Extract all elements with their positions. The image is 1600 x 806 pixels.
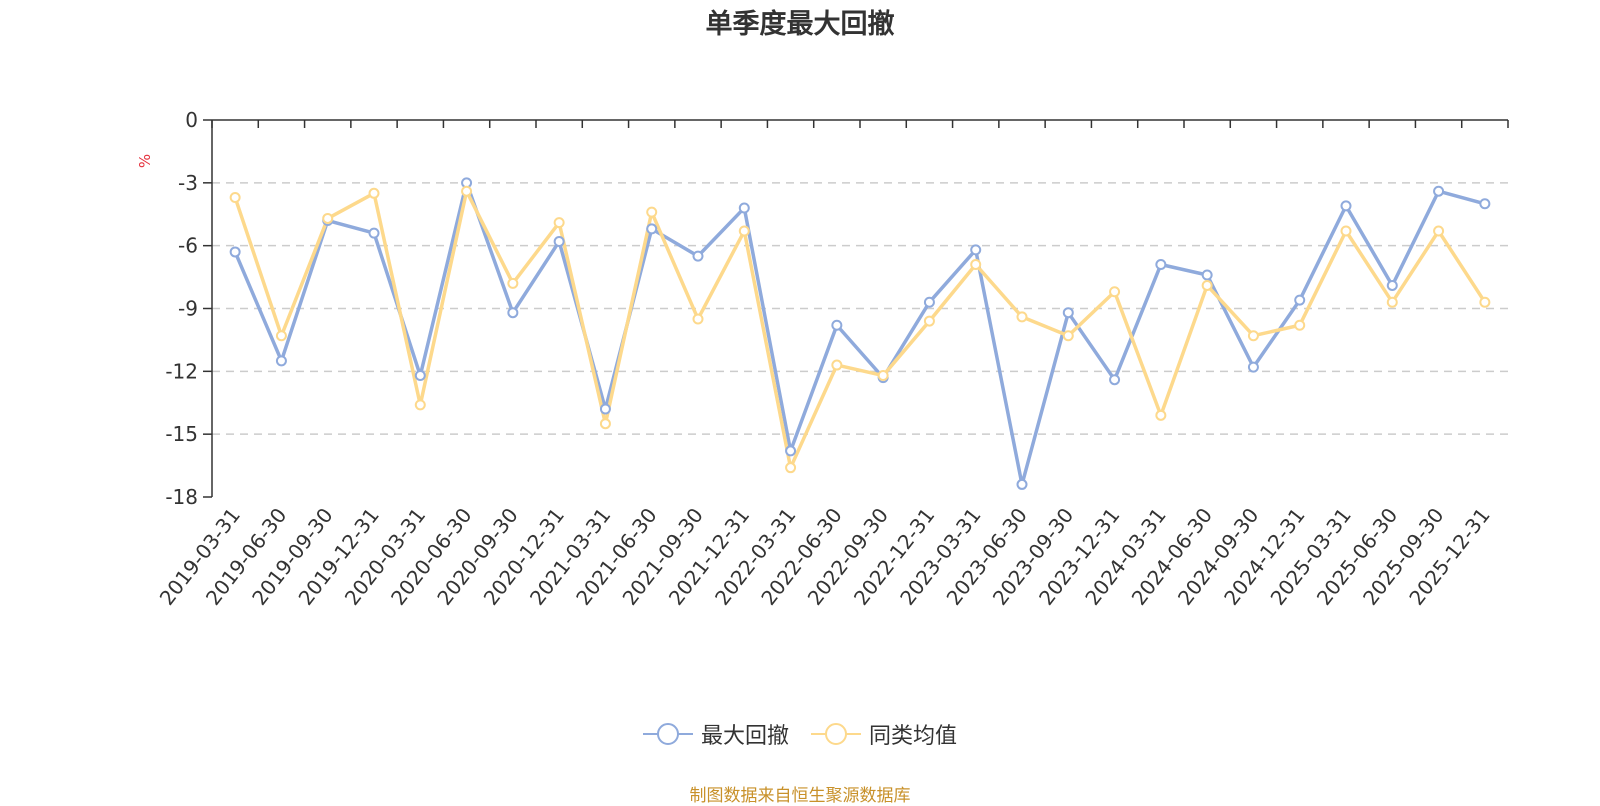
- data-point-1: [229, 191, 241, 203]
- legend: 最大回撤 同类均值: [0, 718, 1600, 750]
- data-point-0: [1016, 478, 1028, 490]
- data-point-1: [1433, 225, 1445, 237]
- y-tick-label: -18: [165, 485, 198, 509]
- data-point-1: [1386, 296, 1398, 308]
- data-point-0: [553, 235, 565, 247]
- data-point-0: [599, 403, 611, 415]
- data-point-1: [1016, 311, 1028, 323]
- data-point-0: [368, 227, 380, 239]
- data-point-0: [646, 223, 658, 235]
- y-tick-label: 0: [185, 108, 198, 132]
- data-point-1: [1479, 296, 1491, 308]
- data-point-0: [1340, 200, 1352, 212]
- data-point-0: [1155, 259, 1167, 271]
- data-point-0: [923, 296, 935, 308]
- legend-item-peer-average[interactable]: 同类均值: [811, 718, 957, 750]
- legend-label-max-drawdown: 最大回撤: [700, 724, 789, 749]
- data-point-1: [414, 399, 426, 411]
- data-point-0: [970, 244, 982, 256]
- data-point-0: [1294, 294, 1306, 306]
- data-point-0: [507, 307, 519, 319]
- data-point-0: [1109, 374, 1121, 386]
- legend-item-max-drawdown[interactable]: 最大回撤: [642, 718, 789, 750]
- legend-label-peer-average: 同类均值: [869, 724, 958, 749]
- data-point-0: [414, 370, 426, 382]
- data-point-1: [1340, 225, 1352, 237]
- data-point-0: [1247, 361, 1259, 373]
- source-note: 制图数据来自恒生聚源数据库: [689, 786, 911, 806]
- data-point-1: [692, 313, 704, 325]
- y-tick-label: -3: [178, 171, 198, 195]
- data-point-1: [923, 315, 935, 327]
- legend-marker-max-drawdown: [642, 723, 693, 745]
- series: [229, 177, 1491, 490]
- data-point-1: [275, 330, 287, 342]
- gridlines: [212, 182, 1508, 435]
- data-point-1: [1294, 319, 1306, 331]
- data-point-1: [1247, 330, 1259, 342]
- y-tick-label: -9: [178, 297, 198, 321]
- data-point-1: [738, 225, 750, 237]
- legend-marker-peer-average: [811, 723, 861, 745]
- data-point-1: [461, 185, 473, 197]
- data-point-1: [1062, 330, 1074, 342]
- data-point-0: [1062, 307, 1074, 319]
- data-point-1: [785, 462, 797, 474]
- data-point-0: [831, 319, 843, 331]
- series-line-1: [233, 189, 1487, 470]
- data-point-0: [1433, 185, 1445, 197]
- y-tick-label: -12: [165, 359, 198, 383]
- chart-title: 单季度最大回撤: [705, 9, 895, 40]
- data-point-1: [1201, 279, 1213, 291]
- data-point-0: [275, 355, 287, 367]
- data-point-1: [646, 206, 658, 218]
- data-point-1: [553, 217, 565, 229]
- data-point-0: [1479, 198, 1491, 210]
- data-point-0: [1386, 279, 1398, 291]
- data-point-0: [1201, 269, 1213, 281]
- data-point-1: [1155, 409, 1167, 421]
- data-point-1: [877, 370, 889, 382]
- data-point-0: [738, 202, 750, 214]
- data-point-1: [507, 277, 519, 289]
- data-point-1: [831, 359, 843, 371]
- data-point-1: [322, 212, 334, 224]
- data-point-1: [970, 259, 982, 271]
- y-tick-label: -6: [178, 234, 198, 258]
- y-tick-label: -15: [165, 422, 198, 446]
- series-line-0: [233, 181, 1486, 487]
- data-point-1: [1109, 286, 1121, 298]
- data-point-0: [692, 250, 704, 262]
- data-point-1: [368, 187, 380, 199]
- data-point-0: [229, 246, 241, 258]
- data-point-0: [785, 445, 797, 457]
- data-point-1: [599, 418, 611, 430]
